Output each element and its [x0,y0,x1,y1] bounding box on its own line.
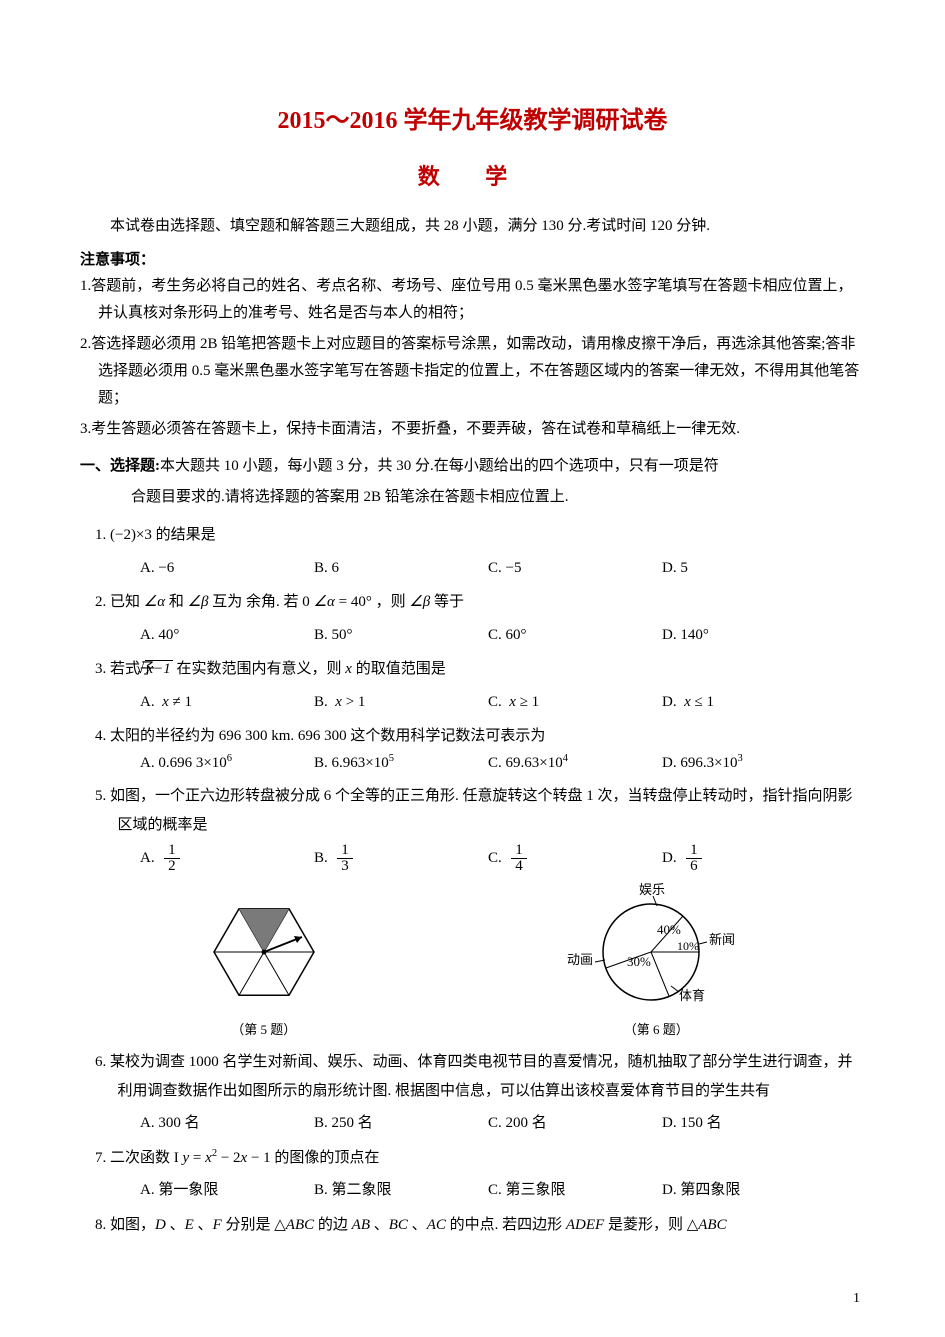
figure-q6-caption: （第 6 题） [561,1019,751,1038]
q6-opt-b: B. 250 名 [314,1109,488,1138]
q1-num: 1. [95,527,106,543]
q5-body: 如图，一个正六边形转盘被分成 6 个全等的正三角形. 任意旋转这个转盘 1 次，… [110,788,853,833]
q6-opt-a: A. 300 名 [140,1109,314,1138]
q7-num: 7. [95,1150,106,1166]
q7-opt-c: C. 第三象限 [488,1176,662,1205]
pie-label-xinwen: 新闻 [709,932,735,947]
question-4-text: 4. 太阳的半径约为 696 300 km. 696 300 这个数用科学记数法… [95,722,865,751]
figure-q6: 40% 10% 30% 娱乐 新闻 体育 动画 （第 6 题） [561,882,751,1038]
q3-num: 3. [95,661,106,677]
section-1-heading: 一、选择题:本大题共 10 小题，每小题 3 分，共 30 分.在每小题给出的四… [80,453,865,480]
question-4: 4. 太阳的半径约为 696 300 km. 696 300 这个数用科学记数法… [95,722,865,776]
q4-body: 太阳的半径约为 696 300 km. 696 300 这个数用科学记数法可表示… [110,728,545,744]
question-1: 1. (−2)×3 的结果是 A. −6 B. 6 C. −5 D. 5 [95,521,865,582]
exam-title: 2015～2016 学年九年级教学调研试卷 [80,100,865,135]
figure-q5: （第 5 题） [194,892,334,1038]
q5-opt-a: A. 12 [140,843,314,874]
question-3-text: 3. 若式子 √x−1 在实数范围内有意义，则 x 的取值范围是 [95,655,865,684]
pie-xinwen-pct: 10% [677,939,699,953]
q2-opt-c: C. 60° [488,621,662,650]
q4-num: 4. [95,728,106,744]
q4-opt-d: D. 696.3×103 [662,751,836,777]
question-1-options: A. −6 B. 6 C. −5 D. 5 [140,554,865,583]
question-3-options: A. x ≠ 1 B. x > 1 C. x ≥ 1 D. x ≤ 1 [140,688,865,717]
q8-num: 8. [95,1217,106,1233]
pie-label-yule: 娱乐 [639,882,665,897]
question-6: 6. 某校为调查 1000 名学生对新闻、娱乐、动画、体育四类电视节目的喜爱情况… [95,1048,865,1138]
q6-opt-d: D. 150 名 [662,1109,836,1138]
question-7-text: 7. 二次函数 I y = x2 − 2x − 1 的图像的顶点在 [95,1144,865,1173]
question-5-options: A. 12 B. 13 C. 14 D. 16 [140,843,865,874]
question-8-text: 8. 如图，D 、E 、F 分别是 △ABC 的边 AB 、BC 、AC 的中点… [95,1211,865,1240]
q7-opt-a: A. 第一象限 [140,1176,314,1205]
q4-opt-c: C. 69.63×104 [488,751,662,777]
q6-opt-c: C. 200 名 [488,1109,662,1138]
q2-opt-d: D. 140° [662,621,836,650]
q6-body: 某校为调查 1000 名学生对新闻、娱乐、动画、体育四类电视节目的喜爱情况，随机… [110,1054,853,1099]
q5-opt-c: C. 14 [488,843,662,874]
question-5: 5. 如图，一个正六边形转盘被分成 6 个全等的正三角形. 任意旋转这个转盘 1… [95,782,865,874]
q2-num: 2. [95,594,106,610]
pie-chart-icon: 40% 10% 30% 娱乐 新闻 体育 动画 [561,882,751,1012]
page: 2015～2016 学年九年级教学调研试卷 数 学 本试卷由选择题、填空题和解答… [0,0,945,1337]
question-6-text: 6. 某校为调查 1000 名学生对新闻、娱乐、动画、体育四类电视节目的喜爱情况… [95,1048,865,1105]
notice-3: 3.考生答题必须答在答题卡上，保持卡面清洁，不要折叠，不要弄破，答在试卷和草稿纸… [80,416,865,443]
notice-2: 2.答选择题必须用 2B 铅笔把答题卡上对应题目的答案标号涂黑，如需改动，请用橡… [80,331,865,412]
question-4-options: A. 0.696 3×106 B. 6.963×105 C. 69.63×104… [140,751,865,777]
page-number: 1 [853,1291,860,1307]
pie-label-tiyu: 体育 [679,988,705,1003]
pie-label-donghua: 动画 [567,952,593,967]
pie-donghua-pct: 30% [627,954,651,969]
notice-1: 1.答题前，考生务必将自己的姓名、考点名称、考场号、座位号用 0.5 毫米黑色墨… [80,273,865,327]
figures-row: （第 5 题） 40% 10% 30% 娱乐 [80,882,865,1038]
q3-opt-c: C. x ≥ 1 [488,688,662,717]
question-8: 8. 如图，D 、E 、F 分别是 △ABC 的边 AB 、BC 、AC 的中点… [95,1211,865,1240]
q5-num: 5. [95,788,106,804]
q7-opt-d: D. 第四象限 [662,1176,836,1205]
question-2-options: A. 40° B. 50° C. 60° D. 140° [140,621,865,650]
question-5-text: 5. 如图，一个正六边形转盘被分成 6 个全等的正三角形. 任意旋转这个转盘 1… [95,782,865,839]
question-7: 7. 二次函数 I y = x2 − 2x − 1 的图像的顶点在 A. 第一象… [95,1144,865,1205]
q3-opt-a: A. x ≠ 1 [140,688,314,717]
exam-intro: 本试卷由选择题、填空题和解答题三大题组成，共 28 小题，满分 130 分.考试… [80,213,865,240]
question-2-text: 2. 已知 ∠α 和 ∠β 互为 余角. 若 0 ∠α = 40° ，则 ∠β … [95,588,865,617]
q2-opt-b: B. 50° [314,621,488,650]
question-2: 2. 已知 ∠α 和 ∠β 互为 余角. 若 0 ∠α = 40° ，则 ∠β … [95,588,865,649]
question-3: 3. 若式子 √x−1 在实数范围内有意义，则 x 的取值范围是 A. x ≠ … [95,655,865,716]
q1-opt-b: B. 6 [314,554,488,583]
question-1-text: 1. (−2)×3 的结果是 [95,521,865,550]
q7-opt-b: B. 第二象限 [314,1176,488,1205]
section-1-text-b: 合题目要求的.请将选择题的答案用 2B 铅笔涂在答题卡相应位置上. [131,484,865,511]
q1-opt-c: C. −5 [488,554,662,583]
notice-heading: 注意事项： [80,248,865,269]
question-6-options: A. 300 名 B. 250 名 C. 200 名 D. 150 名 [140,1109,865,1138]
q4-opt-a: A. 0.696 3×106 [140,751,314,777]
q5-opt-b: B. 13 [314,843,488,874]
q6-num: 6. [95,1054,106,1070]
q4-opt-b: B. 6.963×105 [314,751,488,777]
question-7-options: A. 第一象限 B. 第二象限 C. 第三象限 D. 第四象限 [140,1176,865,1205]
exam-subject: 数 学 [80,159,865,191]
section-1-label: 一、选择题: [80,458,160,474]
hexagon-spinner-icon [194,892,334,1012]
q1-opt-d: D. 5 [662,554,836,583]
q3-opt-b: B. x > 1 [314,688,488,717]
figure-q5-caption: （第 5 题） [194,1019,334,1038]
pie-yule-pct: 40% [657,922,681,937]
section-1-text-a: 本大题共 10 小题，每小题 3 分，共 30 分.在每小题给出的四个选项中，只… [160,458,719,474]
q5-opt-d: D. 16 [662,843,836,874]
q1-opt-a: A. −6 [140,554,314,583]
q2-opt-a: A. 40° [140,621,314,650]
q3-opt-d: D. x ≤ 1 [662,688,836,717]
